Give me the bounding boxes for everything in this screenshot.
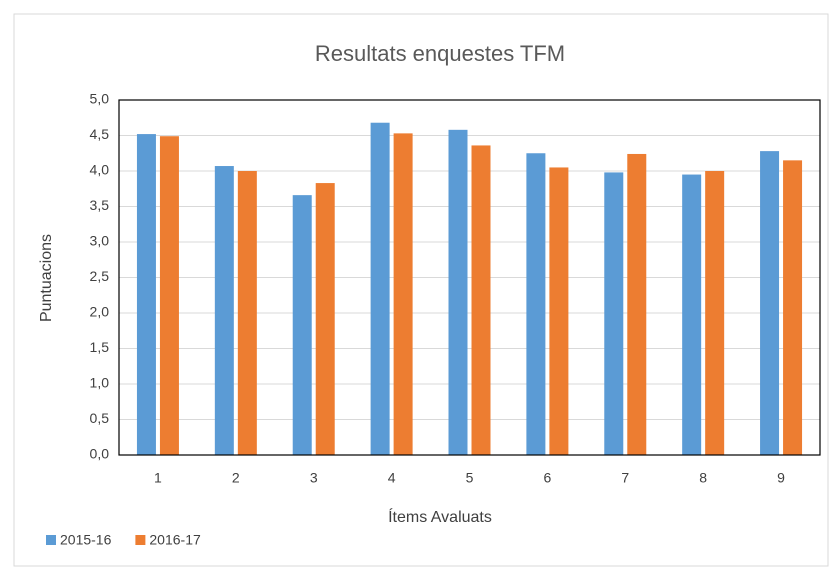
bar — [370, 122, 390, 455]
legend-label: 2015-16 — [60, 532, 112, 548]
y-tick-label: 2,0 — [90, 304, 110, 320]
y-tick-label: 0,5 — [90, 410, 110, 426]
bar — [393, 133, 413, 455]
chart-title: Resultats enquestes TFM — [315, 41, 565, 66]
legend-swatch — [46, 535, 56, 545]
x-tick-label: 5 — [466, 470, 474, 486]
y-tick-label: 4,0 — [90, 162, 110, 178]
bar — [526, 153, 546, 455]
y-tick-label: 4,5 — [90, 126, 110, 142]
x-tick-label: 8 — [699, 470, 707, 486]
y-axis-title: Puntuacions — [38, 234, 55, 322]
x-axis-title: Ítems Avaluats — [388, 507, 492, 526]
legend-label: 2016-17 — [149, 532, 201, 548]
y-tick-label: 0,0 — [90, 446, 110, 462]
plot-border — [118, 99, 821, 456]
legend-swatch — [135, 535, 146, 545]
bar — [627, 153, 647, 455]
x-tick-label: 3 — [310, 470, 318, 486]
x-tick-label: 7 — [621, 470, 629, 486]
bar — [604, 172, 624, 456]
bar — [471, 145, 491, 455]
bar — [682, 174, 702, 456]
bar — [783, 160, 803, 455]
bar — [292, 195, 312, 455]
y-tick-label: 3,0 — [90, 233, 110, 249]
y-tick-label: 5,0 — [90, 91, 110, 107]
x-tick-label: 2 — [232, 470, 240, 486]
bar — [315, 183, 335, 455]
bar — [159, 136, 179, 455]
x-tick-label: 9 — [777, 470, 785, 486]
bar — [705, 171, 725, 455]
y-tick-label: 2,5 — [90, 268, 110, 284]
y-tick-label: 3,5 — [90, 197, 110, 213]
bar — [214, 166, 234, 455]
y-tick-label: 1,5 — [90, 339, 110, 355]
x-tick-label: 1 — [154, 470, 162, 486]
bar — [237, 171, 257, 455]
x-tick-label: 4 — [388, 470, 396, 486]
y-tick-label: 1,0 — [90, 375, 110, 391]
bar — [760, 151, 780, 455]
bar — [136, 134, 156, 455]
x-tick-label: 6 — [543, 470, 551, 486]
bar — [549, 167, 569, 455]
bar — [448, 129, 468, 455]
